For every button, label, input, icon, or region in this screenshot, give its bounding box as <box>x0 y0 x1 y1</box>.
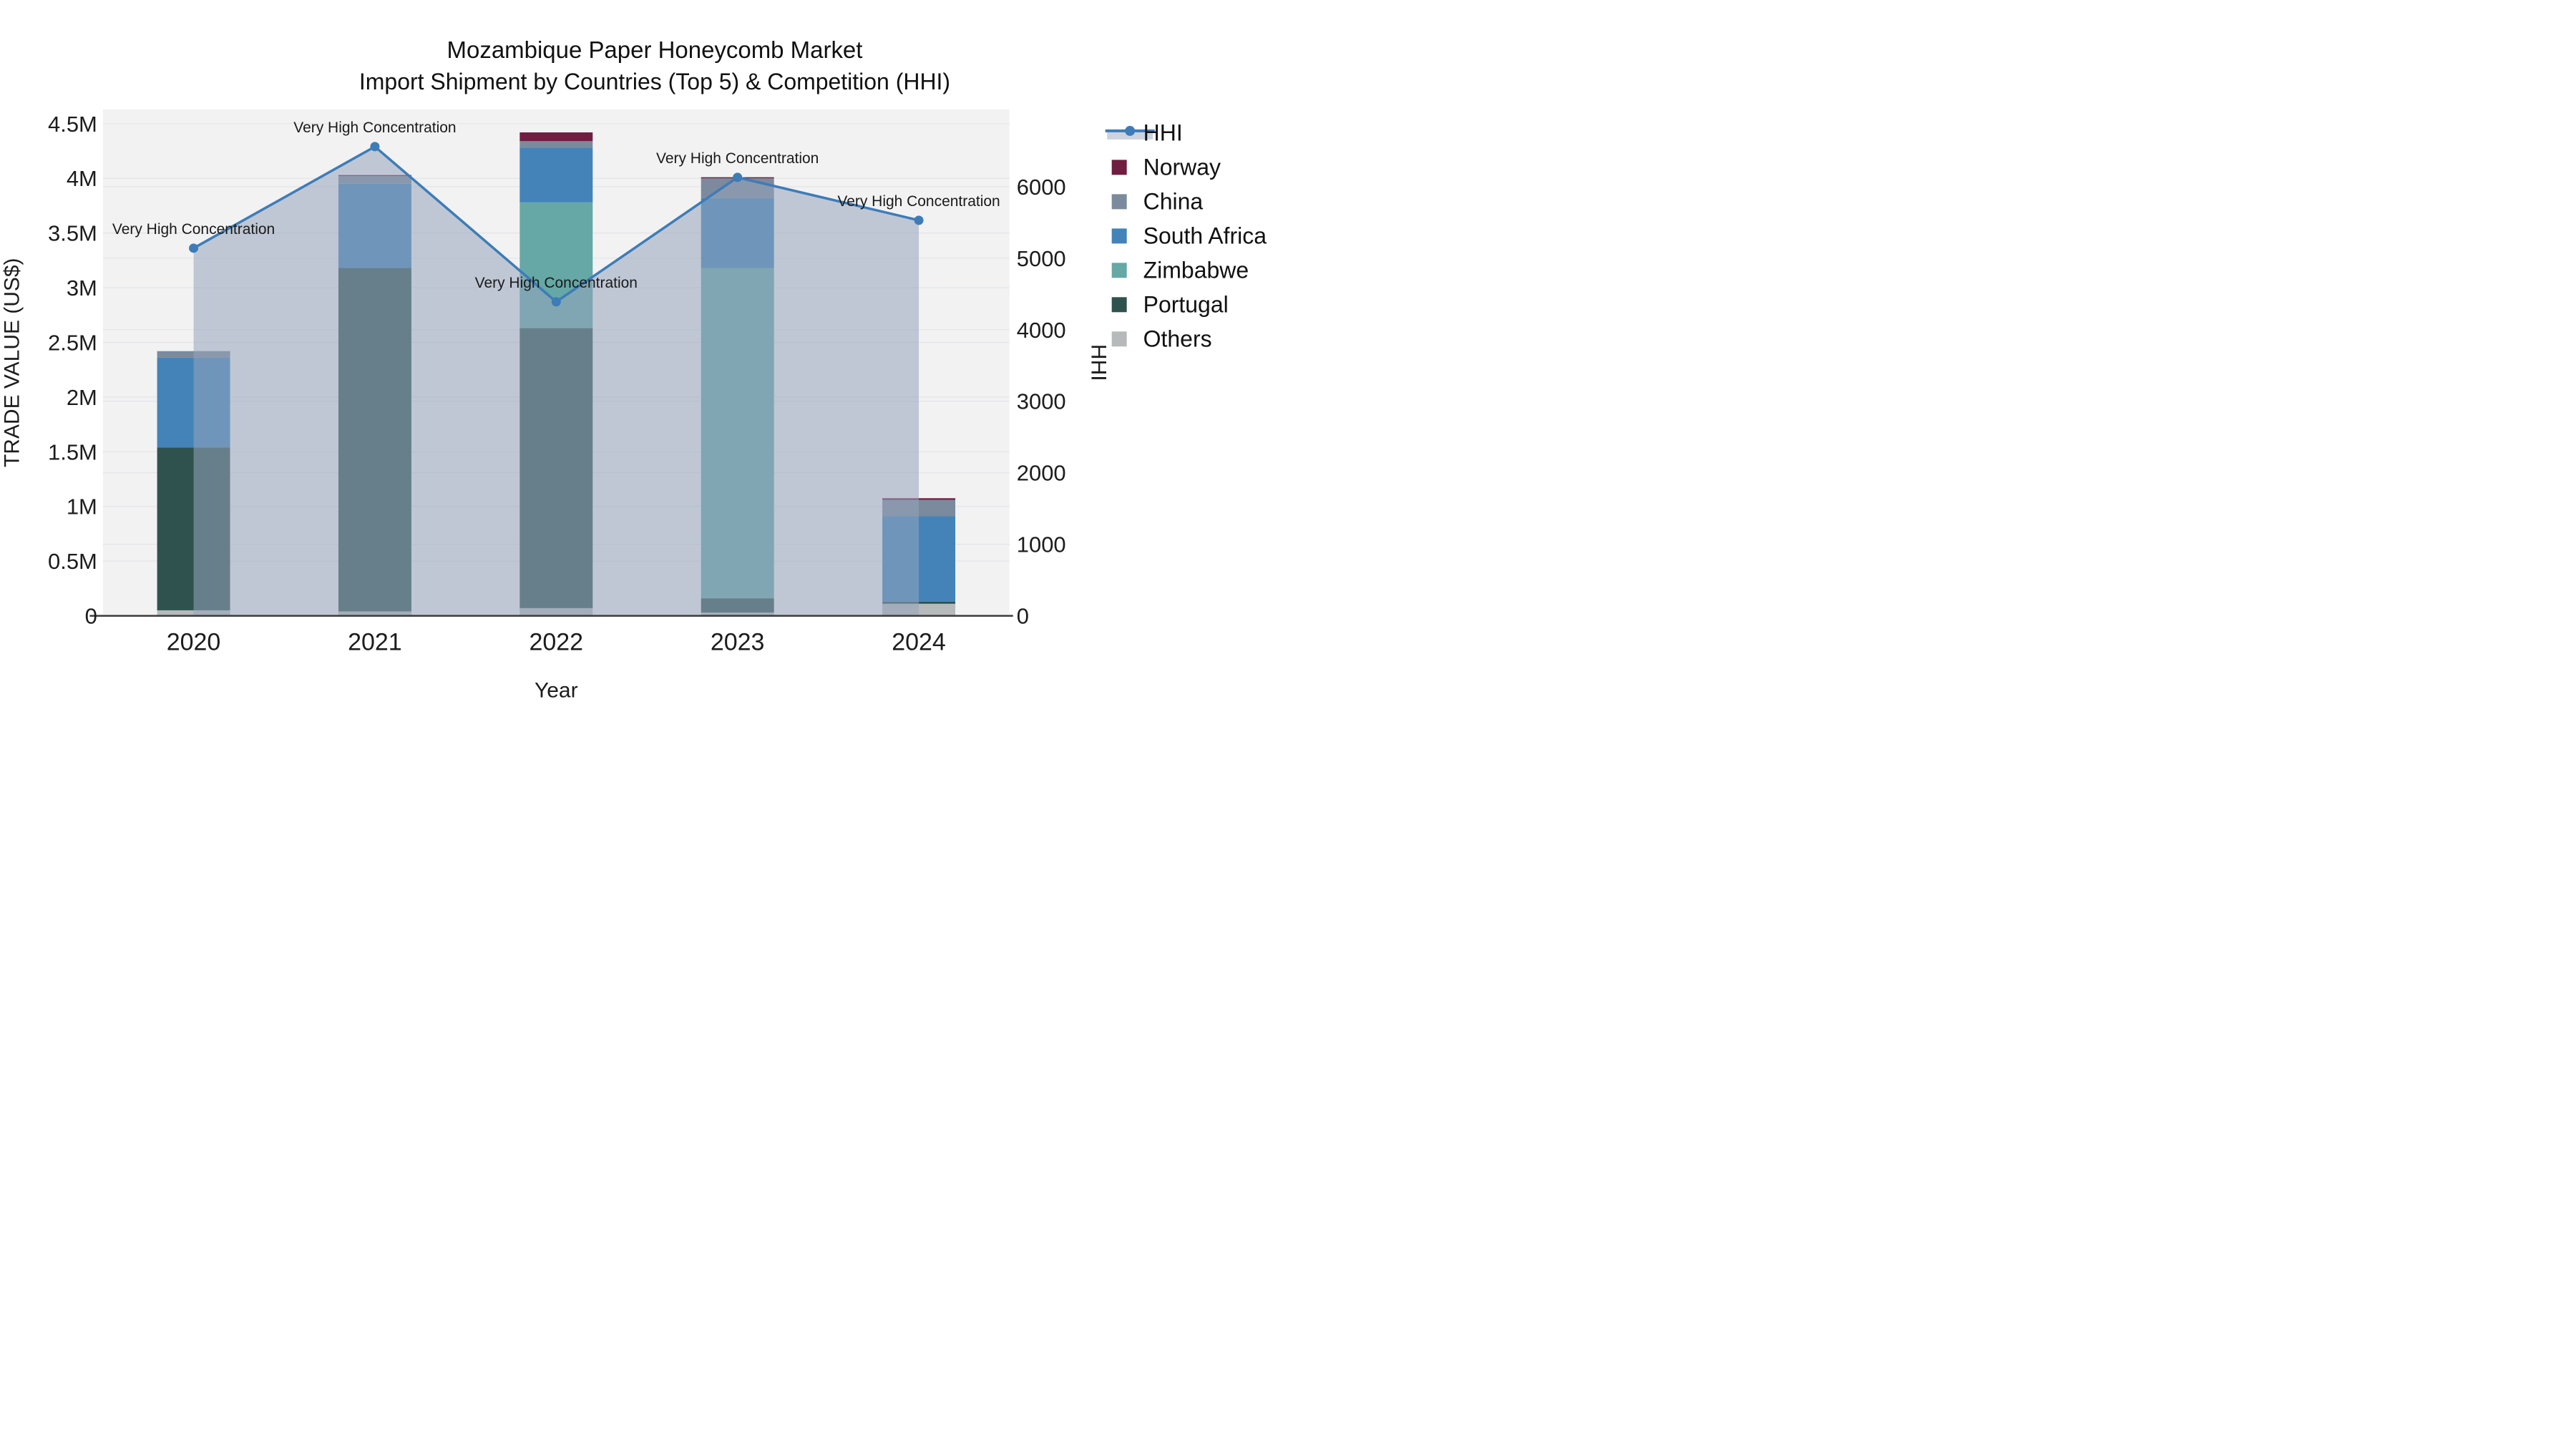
left-tick-label: 0 <box>85 604 97 629</box>
legend-swatch <box>1111 331 1127 347</box>
hhi-area <box>193 146 919 616</box>
x-tick-label: 2022 <box>530 629 584 656</box>
legend-label: China <box>1143 188 1204 214</box>
hhi-marker-2024[interactable] <box>914 215 924 225</box>
legend-item-china[interactable]: China <box>1111 188 1204 214</box>
hhi-marker-2023[interactable] <box>733 172 743 182</box>
right-tick-label: 1000 <box>1017 532 1066 557</box>
legend-item-others[interactable]: Others <box>1111 326 1212 351</box>
legend-label: Others <box>1143 326 1212 351</box>
legend-swatch <box>1111 297 1127 313</box>
annotation-2023: Very High Concentration <box>656 150 819 167</box>
bar-segment-norway[interactable] <box>519 132 593 142</box>
left-tick-label: 4M <box>67 166 97 191</box>
right-tick-label: 6000 <box>1017 175 1066 200</box>
right-tick-label: 3000 <box>1017 389 1066 414</box>
x-tick-label: 2021 <box>348 629 402 656</box>
left-tick-label: 1M <box>67 494 97 519</box>
legend-swatch <box>1111 263 1127 278</box>
legend-swatch <box>1111 160 1127 175</box>
legend-label: Zimbabwe <box>1143 257 1249 283</box>
left-tick-label: 1.5M <box>48 439 97 464</box>
paper-honeycomb-chart: Very High Concentration Very High Concent… <box>0 36 1267 703</box>
legend-swatch <box>1111 228 1127 244</box>
bar-segment-china[interactable] <box>519 141 593 148</box>
chart-title-line1: Mozambique Paper Honeycomb Market <box>447 36 863 63</box>
legend-item-portugal[interactable]: Portugal <box>1111 291 1229 317</box>
legend-item-norway[interactable]: Norway <box>1111 154 1221 180</box>
hhi-marker-2022[interactable] <box>551 297 561 307</box>
right-tick-label: 5000 <box>1017 246 1066 271</box>
right-axis-title: HHI <box>1087 344 1111 381</box>
left-tick-label: 0.5M <box>48 549 97 574</box>
chart-title-line2: Import Shipment by Countries (Top 5) & C… <box>359 69 950 94</box>
legend-label: Norway <box>1143 154 1221 180</box>
bar-segment-south-africa[interactable] <box>519 147 593 203</box>
x-tick-label: 2023 <box>711 629 765 656</box>
annotation-2021: Very High Concentration <box>293 119 456 136</box>
left-tick-label: 2.5M <box>48 330 97 355</box>
left-tick-label: 3.5M <box>48 221 97 246</box>
annotation-2020: Very High Concentration <box>112 221 275 238</box>
annotation-2024: Very High Concentration <box>837 193 1000 210</box>
x-tick-label: 2020 <box>167 629 221 656</box>
left-axis-title: TRADE VALUE (US$) <box>0 258 24 467</box>
chart-figure: Very High Concentration Very High Concent… <box>0 0 1288 724</box>
legend-hhi-marker <box>1125 125 1136 136</box>
x-axis-title: Year <box>535 679 578 703</box>
right-tick-label: 2000 <box>1017 461 1066 486</box>
legend-label: HHI <box>1143 119 1183 145</box>
right-tick-label: 0 <box>1017 604 1029 629</box>
right-tick-label: 4000 <box>1017 318 1066 343</box>
legend-label: Portugal <box>1143 291 1229 317</box>
left-tick-label: 3M <box>67 275 97 301</box>
hhi-marker-2021[interactable] <box>370 142 380 152</box>
left-tick-label: 4.5M <box>48 112 97 137</box>
legend-swatch <box>1111 194 1127 210</box>
left-tick-label: 2M <box>67 385 97 410</box>
legend-item-hhi[interactable]: HHI <box>1105 119 1183 145</box>
legend-item-south-africa[interactable]: South Africa <box>1111 223 1267 248</box>
legend-item-zimbabwe[interactable]: Zimbabwe <box>1111 257 1249 283</box>
legend-label: South Africa <box>1143 223 1267 248</box>
annotation-2022: Very High Concentration <box>475 275 638 291</box>
hhi-marker-2020[interactable] <box>189 243 199 253</box>
x-tick-label: 2024 <box>892 629 946 656</box>
